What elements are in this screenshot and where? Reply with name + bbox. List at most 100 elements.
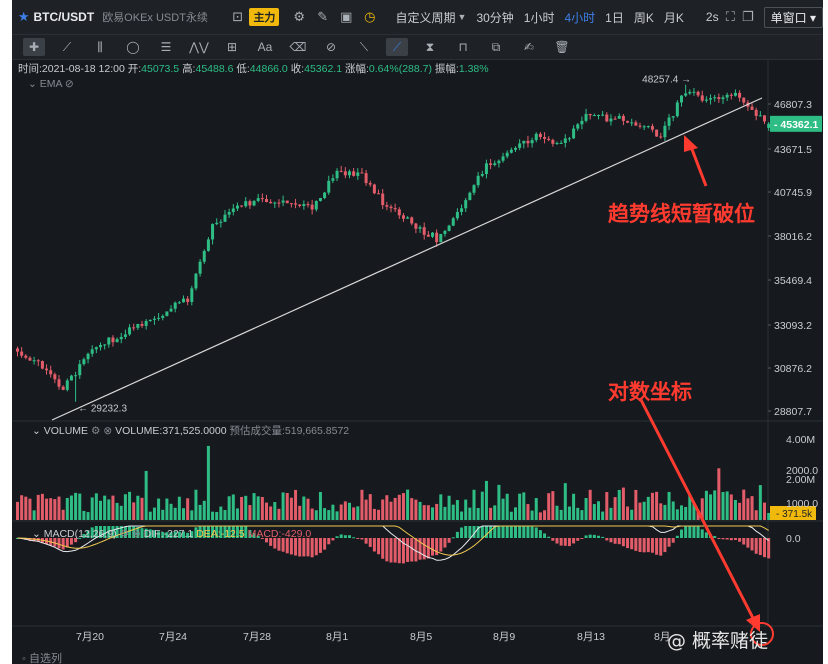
volume-bar [28, 498, 32, 520]
candle [659, 136, 663, 138]
macd-histogram-bar [725, 538, 729, 540]
wave-tool-icon[interactable]: ⋀⋁ [189, 40, 209, 54]
line-tool-icon[interactable]: ⟋ [62, 39, 72, 54]
refresh-interval[interactable]: 2s [705, 10, 719, 24]
custom-period-selector[interactable]: 自定义周期 [395, 10, 456, 25]
candle [763, 115, 766, 122]
popout-icon[interactable]: ❐ [742, 9, 754, 24]
edit-icon[interactable]: ✍ [523, 40, 535, 54]
volume-bar [132, 502, 136, 520]
text-tool-icon[interactable]: Aa [257, 40, 273, 54]
macd-histogram-bar [298, 538, 302, 557]
fullscreen-icon[interactable]: ⛶ [725, 9, 735, 24]
timeframe-month[interactable]: 月K [663, 10, 684, 25]
candle [480, 174, 484, 176]
candle [431, 232, 434, 237]
layout-selector[interactable]: 单窗口 ▾ [763, 6, 823, 28]
volume-bar [406, 489, 410, 520]
candle [613, 118, 617, 120]
close-icon[interactable]: ⊗ [103, 425, 113, 437]
symbol-label[interactable]: BTC/USDT [33, 10, 95, 24]
timeframe-1h[interactable]: 1小时 [523, 10, 555, 25]
crosshair-icon[interactable]: ✚ [23, 38, 45, 56]
fib-lines-icon[interactable]: ☰ [160, 40, 172, 54]
candle [393, 208, 397, 210]
volume-bar [248, 505, 252, 520]
timeframe-4h[interactable]: 4小时 [564, 10, 596, 25]
annotation-circle [750, 622, 774, 646]
volume-bar [567, 506, 571, 520]
measure-icon[interactable]: ⊞ [226, 40, 238, 54]
brush-icon[interactable]: ⌫ [289, 40, 307, 54]
volume-bar [489, 507, 493, 520]
settings-icon[interactable]: ⚙ [119, 528, 130, 540]
macd-histogram-bar [65, 538, 69, 548]
lock-icon[interactable]: ⊓ [458, 40, 468, 54]
ruler-icon[interactable]: ⟍ [359, 39, 369, 54]
price-axis-label: 46807.3 [774, 99, 812, 111]
candle [468, 192, 472, 201]
macd-histogram-bar [650, 538, 654, 553]
candle [597, 115, 600, 117]
volume-bar [742, 489, 746, 520]
main-chart-badge[interactable]: 主力 [249, 8, 280, 26]
pen-icon[interactable]: ✎ [317, 9, 329, 24]
settings-icon[interactable]: ⚙ [293, 9, 306, 24]
settings-icon[interactable]: ⚙ [90, 425, 101, 437]
candles-icon[interactable]: ⧗ [425, 39, 435, 54]
candle [634, 122, 638, 126]
indicator-icon[interactable]: ⊡ [232, 9, 244, 24]
macd-histogram-bar [182, 531, 185, 538]
macd-histogram-bar [273, 538, 277, 549]
chevron-down-icon[interactable]: ▼ [457, 12, 467, 22]
volume-bar [273, 502, 277, 520]
parallel-lines-icon[interactable]: ⫼ [97, 39, 103, 54]
volume-bar [302, 496, 306, 520]
macd-histogram-bar [401, 538, 405, 564]
candle [190, 288, 194, 302]
eye-off-icon[interactable]: ⊘ [64, 78, 74, 90]
macd-histogram-bar [223, 526, 227, 538]
volume-bar [157, 498, 161, 520]
trash-icon[interactable]: 🗑 [554, 40, 570, 54]
volume-bar [198, 504, 202, 520]
candle [522, 140, 526, 144]
camera-icon[interactable]: ▣ [340, 9, 353, 24]
macd-histogram-bar [165, 532, 169, 538]
volume-bar [78, 493, 82, 520]
candle [202, 250, 206, 262]
watchlist-tab[interactable]: ◦ 自选列 [22, 653, 62, 664]
candle [152, 318, 156, 320]
candle [397, 209, 401, 216]
ema-indicator-label[interactable]: ⌄ EMA ⊘ [28, 78, 74, 90]
volume-bar [74, 492, 78, 520]
volume-bar [659, 503, 663, 520]
close-icon[interactable]: ⊗ [131, 528, 141, 540]
macd-histogram-bar [680, 529, 683, 538]
timeframe-week[interactable]: 周K [633, 10, 654, 25]
copy-icon[interactable]: ⧉ [491, 39, 501, 54]
candle [78, 364, 82, 376]
clock-icon[interactable]: ◷ [364, 9, 376, 24]
timeframe-1d[interactable]: 1日 [605, 10, 624, 25]
macd-histogram-bar [32, 538, 36, 542]
chart-canvas[interactable]: 48257.4 → ← 29232.3 46807.3 43671.5 40745.9 3… [12, 60, 823, 664]
volume-bar [696, 510, 700, 520]
volume-bar [547, 493, 551, 520]
candle [335, 170, 339, 179]
volume-bar [294, 489, 298, 520]
timeframe-30m[interactable]: 30分钟 [476, 10, 514, 25]
star-icon[interactable]: ★ [17, 9, 30, 24]
candle [327, 180, 331, 193]
circle-tool-icon[interactable]: ◯ [126, 40, 140, 54]
trend-tool-icon[interactable]: ⟋ [386, 38, 408, 56]
volume-bar [61, 509, 65, 520]
candle [750, 106, 754, 110]
macd-histogram-bar [414, 538, 418, 562]
macd-histogram-bar [435, 538, 439, 556]
candle [16, 348, 19, 352]
magnet-icon[interactable]: ⊘ [325, 40, 337, 54]
macd-histogram-bar [202, 526, 206, 538]
candle [90, 349, 94, 354]
volume-bar [223, 510, 227, 520]
